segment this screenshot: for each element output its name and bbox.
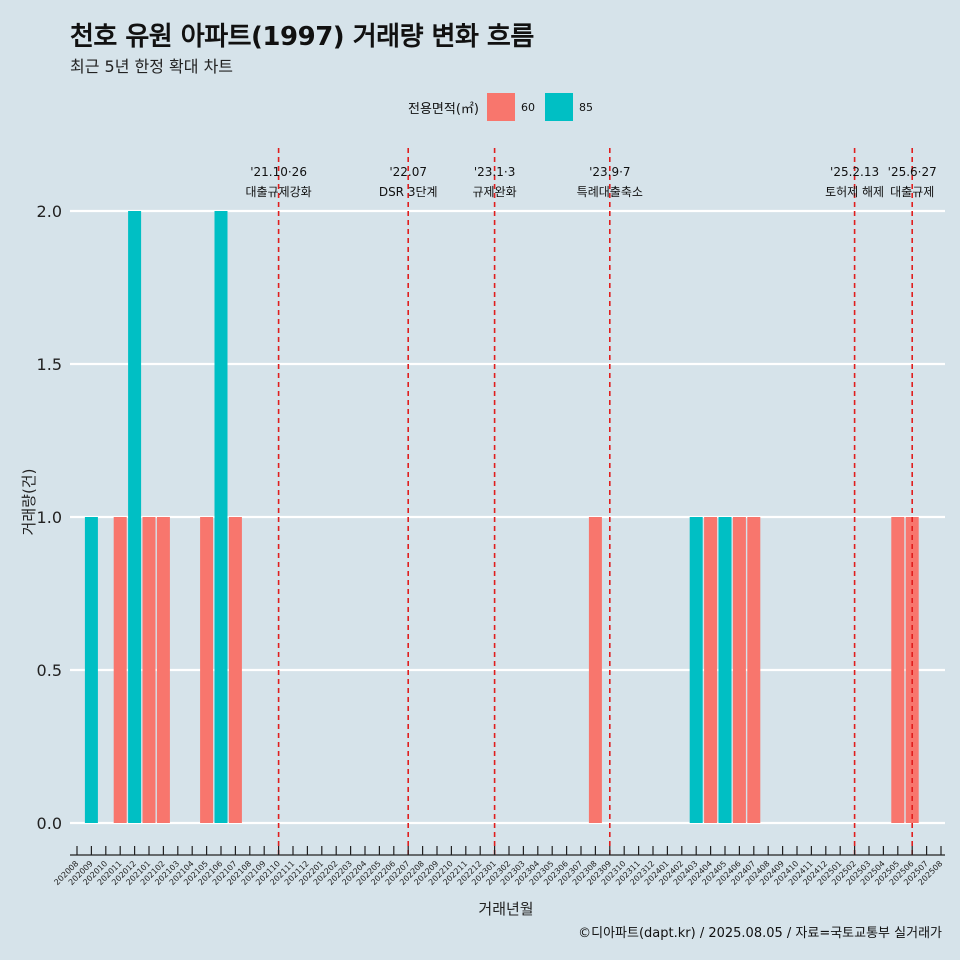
event-date-202309: '23.9·7 [589, 165, 630, 179]
legend-label-60: 60 [520, 100, 535, 114]
y-axis-title: 거래량(건) [20, 469, 38, 536]
event-label-202502: 토허제 해제 [825, 185, 884, 199]
event-label-202506: 대출규제 [890, 185, 934, 199]
legend-label-85: 85 [578, 100, 593, 114]
y-tick-label: 0.0 [37, 814, 62, 833]
bar-85-202405 [718, 517, 732, 823]
event-label-202301: 규제완화 [473, 185, 517, 199]
legend-item-85: 85 [544, 93, 597, 121]
bar-60-202102 [156, 517, 170, 823]
legend: 전용면적(㎡) 60 85 [408, 93, 603, 121]
event-label-202207: DSR 3단계 [379, 185, 438, 199]
legend-swatch-85 [544, 93, 573, 121]
legend-item-60: 60 [486, 93, 539, 121]
bar-60-202308 [588, 517, 602, 823]
bar-85-202009 [84, 517, 98, 823]
event-label-202110: 대출규제강화 [245, 185, 311, 199]
source-caption: ©디아파트(dapt.kr) / 2025.08.05 / 자료=국토교통부 실… [578, 926, 942, 941]
legend-title: 전용면적(㎡) [408, 101, 479, 117]
bar-60-202505 [891, 517, 905, 823]
bar-85-202012 [128, 211, 142, 823]
y-tick-label: 1.0 [37, 508, 62, 527]
bar-85-202403 [689, 517, 703, 823]
y-tick-label: 0.5 [37, 661, 62, 680]
bar-85-202106 [214, 211, 228, 823]
y-tick-label: 2.0 [37, 202, 62, 221]
event-date-202301: '23.1·3 [474, 165, 515, 179]
bar-60-202105 [200, 517, 214, 823]
y-tick-label: 1.5 [37, 355, 62, 374]
event-date-202506: '25.6·27 [888, 165, 937, 179]
event-label-202309: 특례대출축소 [577, 185, 643, 199]
bar-60-202101 [142, 517, 156, 823]
bar-60-202107 [228, 517, 242, 823]
legend-swatch-60 [486, 93, 515, 121]
x-axis-title: 거래년월 [478, 900, 533, 918]
bar-60-202404 [704, 517, 718, 823]
bar-60-202406 [732, 517, 746, 823]
bar-60-202011 [113, 517, 127, 823]
event-date-202207: '22.07 [389, 165, 427, 179]
bar-60-202407 [747, 517, 761, 823]
event-date-202502: '25.2.13 [830, 165, 879, 179]
event-date-202110: '21.10·26 [250, 165, 307, 179]
chart-title: 천호 유원 아파트(1997) 거래량 변화 흐름 [70, 22, 534, 52]
chart-subtitle: 최근 5년 한정 확대 차트 [70, 57, 234, 76]
